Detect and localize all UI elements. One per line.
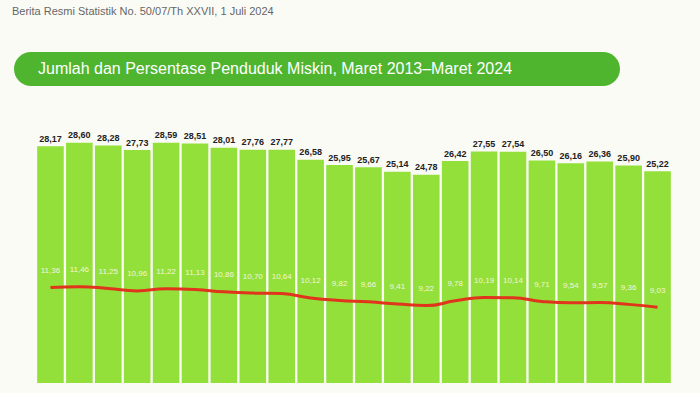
svg-text:25,90: 25,90: [617, 153, 640, 163]
svg-text:11,25: 11,25: [99, 267, 119, 276]
svg-text:27,54: 27,54: [502, 139, 525, 149]
svg-text:27,55: 27,55: [473, 139, 496, 149]
svg-text:9,22: 9,22: [418, 284, 434, 293]
svg-text:25,22: 25,22: [646, 159, 669, 169]
svg-text:26,58: 26,58: [299, 147, 322, 157]
svg-text:25,14: 25,14: [386, 159, 409, 169]
svg-text:28,01: 28,01: [213, 135, 236, 145]
svg-text:9,03: 9,03: [650, 286, 666, 295]
svg-text:9,82: 9,82: [332, 279, 348, 288]
svg-text:10,64: 10,64: [272, 272, 293, 281]
svg-text:9,41: 9,41: [390, 282, 406, 291]
svg-text:24,78: 24,78: [415, 162, 438, 172]
svg-text:11,46: 11,46: [70, 265, 90, 274]
svg-text:10,19: 10,19: [474, 276, 495, 285]
svg-text:25,95: 25,95: [328, 153, 351, 163]
svg-text:10,96: 10,96: [127, 269, 148, 278]
svg-text:11,22: 11,22: [156, 267, 176, 276]
svg-text:28,60: 28,60: [68, 130, 91, 140]
svg-text:9,66: 9,66: [361, 280, 377, 289]
svg-text:9,54: 9,54: [563, 281, 579, 290]
svg-text:25,67: 25,67: [357, 155, 380, 165]
svg-text:11,13: 11,13: [185, 268, 205, 277]
svg-text:11,36: 11,36: [41, 266, 61, 275]
svg-text:28,59: 28,59: [155, 130, 178, 140]
svg-text:10,12: 10,12: [301, 276, 322, 285]
svg-text:26,36: 26,36: [588, 149, 611, 159]
svg-text:26,42: 26,42: [444, 149, 467, 159]
html-text:Jumlah dan Persentase Penduduk: Jumlah dan Persentase Penduduk Miskin, M…: [38, 60, 513, 77]
svg-text:10,70: 10,70: [243, 272, 264, 281]
svg-text:28,28: 28,28: [97, 133, 120, 143]
svg-text:26,50: 26,50: [531, 148, 554, 158]
svg-text:26,16: 26,16: [560, 151, 583, 161]
svg-text:28,17: 28,17: [39, 134, 62, 144]
svg-text:10,14: 10,14: [503, 276, 524, 285]
svg-text:27,73: 27,73: [126, 138, 149, 148]
svg-text:27,77: 27,77: [270, 137, 293, 147]
svg-text:27,76: 27,76: [242, 137, 265, 147]
svg-text:9,78: 9,78: [447, 279, 463, 288]
svg-text:9,71: 9,71: [534, 280, 550, 289]
svg-text:9,36: 9,36: [621, 283, 637, 292]
html-text:Berita Resmi Statistik No. 50/: Berita Resmi Statistik No. 50/07/Th XXVI…: [12, 5, 274, 17]
svg-text:9,57: 9,57: [592, 281, 608, 290]
svg-text:10,86: 10,86: [214, 270, 235, 279]
svg-text:28,51: 28,51: [184, 131, 207, 141]
